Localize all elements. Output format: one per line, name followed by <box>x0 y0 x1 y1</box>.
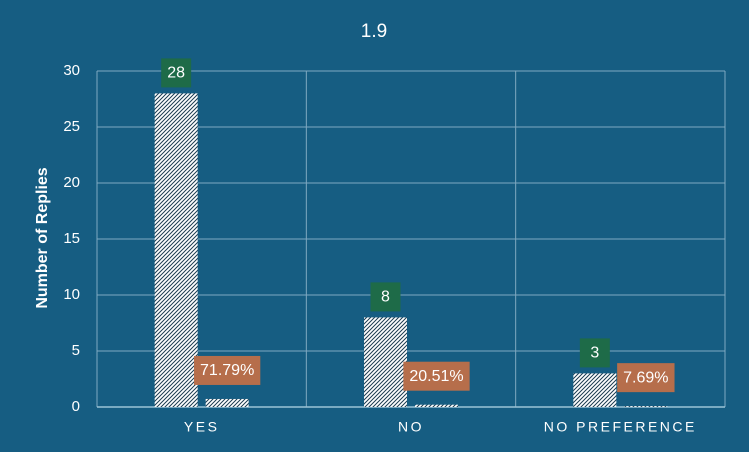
data-label-box <box>161 58 192 88</box>
data-label: 7.69% <box>623 369 668 386</box>
bar <box>624 406 668 407</box>
data-label: 8 <box>381 289 390 306</box>
y-axis-label: Number of Replies <box>34 167 51 308</box>
data-label-box <box>579 338 610 368</box>
data-label-box <box>194 355 261 385</box>
data-label-box <box>370 282 401 312</box>
data-label: 28 <box>167 65 185 82</box>
data-label: 20.51% <box>409 368 463 385</box>
data-label: 71.79% <box>200 362 254 379</box>
y-tick-label: 5 <box>72 342 80 359</box>
y-tick-label: 15 <box>63 230 80 247</box>
x-tick-label: YES <box>184 419 220 435</box>
data-label-box <box>403 361 470 391</box>
bar <box>364 317 407 407</box>
bar <box>415 404 458 407</box>
y-tick-label: 0 <box>72 398 80 415</box>
bar <box>205 398 249 407</box>
x-tick-label: NO <box>398 419 424 435</box>
x-tick-label: NO PREFERENCE <box>544 419 697 435</box>
bar <box>154 93 198 408</box>
y-tick-label: 25 <box>63 118 80 135</box>
bar <box>573 373 617 407</box>
data-label-box <box>617 363 675 393</box>
chart-title: 1.9 <box>361 21 387 42</box>
y-tick-label: 30 <box>63 62 80 79</box>
y-tick-label: 10 <box>63 286 80 303</box>
y-tick-label: 20 <box>63 174 80 191</box>
data-label: 3 <box>590 345 599 362</box>
